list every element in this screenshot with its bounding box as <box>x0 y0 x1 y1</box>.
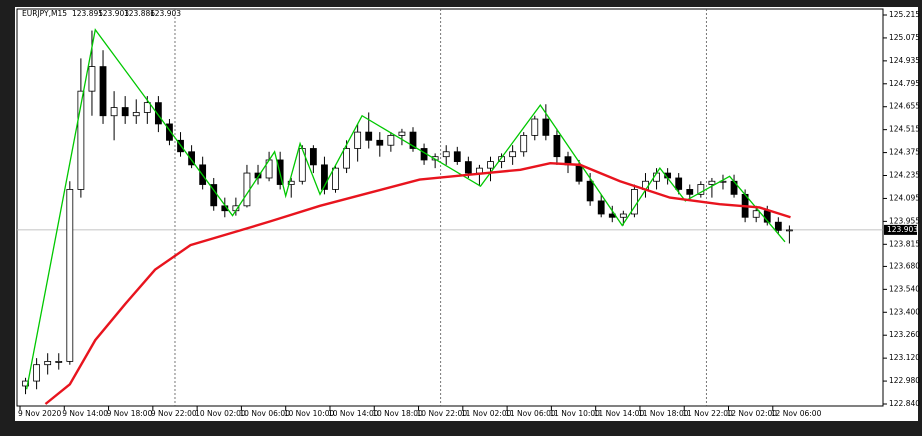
x-tick-label: 12 Nov 06:00 <box>771 409 822 418</box>
candle-body <box>387 134 395 146</box>
candle-body <box>619 213 627 218</box>
y-tick-label: 123.955 <box>889 216 920 225</box>
last-price-box <box>884 224 917 235</box>
x-tick-label: 10 Nov 18:00 <box>372 409 423 418</box>
candle-body <box>188 151 195 166</box>
x-tick-label: 10 Nov 10:00 <box>284 409 335 418</box>
header: EURJPY,M15 123.895 123.903 123.886 123.9… <box>22 9 181 18</box>
x-tick-label: 12 Nov 02:00 <box>727 409 778 418</box>
x-tick-label: 10 Nov 14:00 <box>328 409 379 418</box>
candle-body <box>464 161 472 174</box>
y-tick-label: 122.840 <box>889 399 920 408</box>
candle-body <box>586 180 594 202</box>
x-tick-label: 10 Nov 02:00 <box>195 409 246 418</box>
quote-close: 123.903 <box>150 9 181 18</box>
candle-body <box>431 156 439 161</box>
candle-body <box>531 118 539 136</box>
candle-body <box>575 164 583 182</box>
candle-body <box>520 134 528 153</box>
y-tick-label: 123.260 <box>889 330 920 339</box>
overlay-line <box>26 28 786 390</box>
x-tick-label: 11 Nov 06:00 <box>505 409 556 418</box>
y-tick-label: 124.375 <box>889 148 920 157</box>
y-tick-label: 123.815 <box>889 239 920 248</box>
x-tick-label: 9 Nov 18:00 <box>107 409 153 418</box>
candle-body <box>376 139 384 146</box>
candle-body <box>143 102 151 113</box>
y-tick-label: 123.400 <box>889 307 920 316</box>
candle-body <box>542 118 550 136</box>
candle-body <box>597 200 605 215</box>
last-price-label: 123.903 <box>887 225 918 234</box>
x-tick-label: 10 Nov 22:00 <box>417 409 468 418</box>
y-tick-label: 124.515 <box>889 125 920 134</box>
candle-body <box>110 107 118 117</box>
y-tick-label: 124.095 <box>889 193 920 202</box>
x-tick-label: 9 Nov 14:00 <box>62 409 108 418</box>
candle-body <box>752 210 760 218</box>
candle-body <box>708 180 716 185</box>
candle-body <box>321 164 328 190</box>
candle-body <box>33 364 41 382</box>
x-tick-label: 11 Nov 18:00 <box>638 409 689 418</box>
candle-body <box>442 151 450 158</box>
candle-body <box>132 112 140 117</box>
candle-body <box>476 167 483 174</box>
x-tick-label: 11 Nov 02:00 <box>461 409 512 418</box>
x-tick-label: 9 Nov 22:00 <box>151 409 197 418</box>
candle-body <box>343 148 350 169</box>
quote-high: 123.903 <box>98 9 129 18</box>
y-tick-label: 124.655 <box>889 102 920 111</box>
candle-body <box>77 90 85 190</box>
candle-body <box>786 229 793 232</box>
y-tick-label: 123.680 <box>889 261 920 270</box>
candle-body <box>697 184 705 195</box>
y-tick-label: 125.215 <box>889 10 920 19</box>
candle-body <box>66 189 74 362</box>
x-tick-label: 11 Nov 22:00 <box>682 409 733 418</box>
candle-body <box>99 66 107 117</box>
candle-body <box>487 161 494 169</box>
candle-body <box>774 221 782 231</box>
x-tick-label: 10 Nov 06:00 <box>239 409 290 418</box>
candle-body <box>553 134 561 158</box>
chart-title: EURJPY,M15 <box>22 9 67 18</box>
y-tick-label: 123.540 <box>889 284 920 293</box>
candle-body <box>44 361 52 366</box>
candle-body <box>166 123 173 141</box>
candle-body <box>309 148 317 166</box>
y-tick-label: 124.795 <box>889 79 920 88</box>
candle-body <box>287 180 295 185</box>
candle-body <box>686 189 694 195</box>
y-tick-label: 123.120 <box>889 353 920 362</box>
candle-body <box>675 177 683 190</box>
overlay-line <box>44 162 791 405</box>
candle-body <box>88 66 96 92</box>
y-tick-label: 124.935 <box>889 56 920 65</box>
x-tick-label: 11 Nov 10:00 <box>549 409 600 418</box>
candle-body <box>409 131 417 149</box>
candle-body <box>453 151 461 162</box>
candle-body <box>22 380 29 387</box>
x-tick-label: 9 Nov 2020 <box>18 409 61 418</box>
candle-body <box>332 167 339 190</box>
y-tick-label: 124.235 <box>889 171 920 180</box>
candle-body <box>365 131 373 141</box>
candle-body <box>509 151 517 158</box>
plot-border <box>16 8 884 407</box>
y-tick-label: 125.075 <box>889 33 920 42</box>
quote-low: 123.886 <box>124 9 155 18</box>
candle-body <box>55 361 63 363</box>
candle-body <box>154 102 162 125</box>
y-tick-label: 122.980 <box>889 376 920 385</box>
quote-open: 123.895 <box>72 9 103 18</box>
x-tick-label: 11 Nov 14:00 <box>594 409 645 418</box>
candle-body <box>398 131 406 136</box>
candle-body <box>354 131 362 149</box>
candle-body <box>121 107 129 117</box>
